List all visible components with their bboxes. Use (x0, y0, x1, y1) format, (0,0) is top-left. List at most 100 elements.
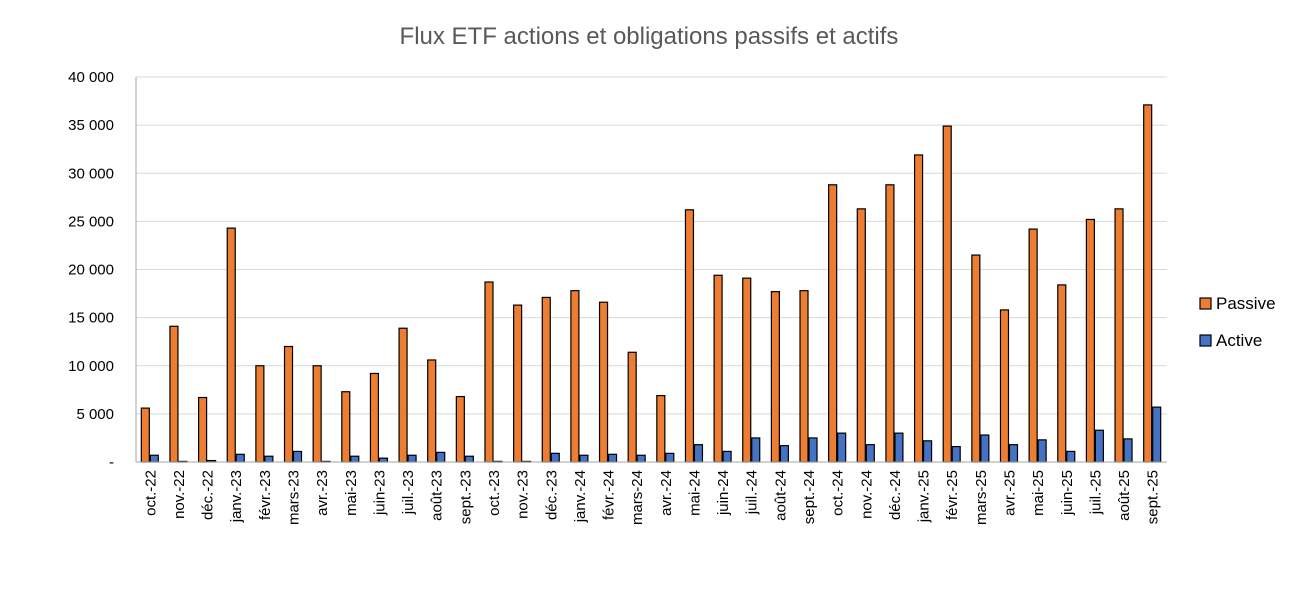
legend: Passive Active (1199, 294, 1276, 350)
bar-passive-2 (197, 396, 208, 463)
bar-active-28 (951, 446, 961, 463)
bar-passive-3 (226, 227, 236, 463)
bar-active-26 (894, 432, 904, 463)
bar-active-14 (550, 452, 560, 463)
axes (135, 77, 1167, 463)
bar-active-27 (922, 440, 933, 463)
bar-passive-22 (770, 291, 780, 463)
x-tick-label: févr.-25 (944, 470, 961, 520)
x-tick-label: juil.-25 (1087, 470, 1104, 515)
bar-active-22 (779, 445, 789, 463)
bar-passive-28 (942, 125, 952, 463)
bar-active-21 (751, 437, 761, 463)
bar-passive-29 (971, 254, 981, 463)
bar-passive-6 (312, 365, 322, 463)
bar-passive-24 (828, 184, 838, 463)
bar-passive-9 (398, 327, 408, 463)
bar-active-29 (980, 434, 990, 463)
bar-active-35 (1152, 406, 1162, 463)
bar-active-7 (350, 455, 360, 463)
bar-passive-19 (684, 209, 695, 463)
y-tick-label: 5 000 (76, 406, 114, 423)
bar-passive-23 (799, 290, 809, 463)
bar-passive-30 (999, 309, 1010, 463)
bar-passive-4 (255, 365, 265, 463)
x-tick-label: déc.-23 (543, 470, 560, 520)
x-tick-label: janv.-25 (916, 470, 933, 523)
y-tick-label: - (109, 454, 114, 471)
x-tick-label: sept.-24 (801, 470, 818, 524)
bar-passive-0 (140, 407, 150, 463)
bar-active-9 (407, 454, 417, 463)
x-tick-label: mars-24 (629, 470, 646, 525)
legend-label-passive: Passive (1216, 294, 1276, 313)
bar-passive-7 (341, 391, 351, 463)
bar-passive-31 (1028, 228, 1038, 463)
bar-active-24 (837, 432, 847, 463)
bar-passive-11 (455, 395, 465, 463)
bar-passive-21 (742, 277, 752, 463)
bar-active-10 (436, 451, 446, 463)
x-tick-label: oct.-23 (486, 470, 503, 516)
gridlines (136, 76, 1167, 415)
x-tick-label: nov.-22 (171, 470, 188, 519)
x-tick-label: nov.-23 (515, 470, 532, 519)
x-tick-label: sept.-23 (457, 470, 474, 524)
x-tick-label: juin-23 (371, 470, 388, 516)
bar-passive-16 (598, 301, 609, 463)
x-tick-label: déc.-22 (200, 470, 217, 520)
bar-active-3 (235, 453, 245, 463)
y-tick-label: 20 000 (68, 262, 114, 279)
legend-swatch-active (1199, 334, 1212, 347)
bar-passive-35 (1143, 104, 1153, 463)
y-tick-label: 30 000 (68, 165, 114, 182)
x-tick-label: avr.-24 (658, 470, 675, 516)
legend-label-active: Active (1216, 331, 1262, 350)
x-tick-label: oct.-24 (830, 470, 847, 516)
bar-passive-25 (856, 208, 866, 463)
bar-passive-17 (627, 351, 637, 463)
x-tick-label: août-23 (429, 470, 446, 521)
x-tick-label: août-24 (772, 470, 789, 521)
y-tick-label: 15 000 (68, 310, 114, 327)
bar-active-15 (579, 454, 589, 463)
x-tick-label: avr.-25 (1001, 470, 1018, 516)
bar-passive-13 (513, 304, 523, 463)
x-tick-label: mars-23 (286, 470, 303, 525)
bar-active-32 (1066, 450, 1076, 463)
y-tick-label: 10 000 (68, 358, 114, 375)
bars (140, 104, 1162, 463)
bar-active-4 (264, 455, 274, 463)
bar-active-19 (693, 444, 704, 463)
x-tick-label: oct.-22 (142, 470, 159, 516)
bar-passive-32 (1057, 284, 1067, 463)
y-tick-label: 40 000 (68, 69, 114, 86)
bar-active-30 (1008, 444, 1019, 463)
bar-active-20 (722, 450, 732, 463)
bar-active-23 (808, 437, 818, 463)
bar-passive-33 (1085, 218, 1096, 463)
x-tick-label: févr.-23 (257, 470, 274, 520)
y-tick-label: 35 000 (68, 117, 114, 134)
bar-active-0 (149, 454, 159, 463)
bar-passive-26 (885, 184, 895, 463)
x-tick-label: avr.-23 (314, 470, 331, 516)
x-tick-label: sept.-25 (1145, 470, 1162, 524)
bar-active-34 (1123, 438, 1133, 463)
bar-active-18 (665, 452, 675, 463)
x-tick-label: juil.-23 (400, 470, 417, 515)
y-axis-ticks: - 5 000 10 000 15 000 20 000 25 000 30 000 35 0… (68, 69, 114, 471)
bar-passive-15 (570, 290, 580, 463)
bar-passive-12 (484, 281, 494, 463)
x-tick-label: nov.-24 (858, 470, 875, 519)
bar-passive-5 (283, 345, 294, 463)
bar-passive-1 (169, 325, 179, 463)
bar-active-17 (636, 454, 646, 463)
bar-active-5 (292, 450, 303, 463)
bar-passive-34 (1114, 208, 1124, 463)
x-tick-label: févr.-24 (601, 470, 618, 520)
x-tick-label: janv.-23 (228, 470, 245, 523)
x-tick-label: déc.-24 (887, 470, 904, 520)
bar-passive-8 (369, 372, 380, 463)
